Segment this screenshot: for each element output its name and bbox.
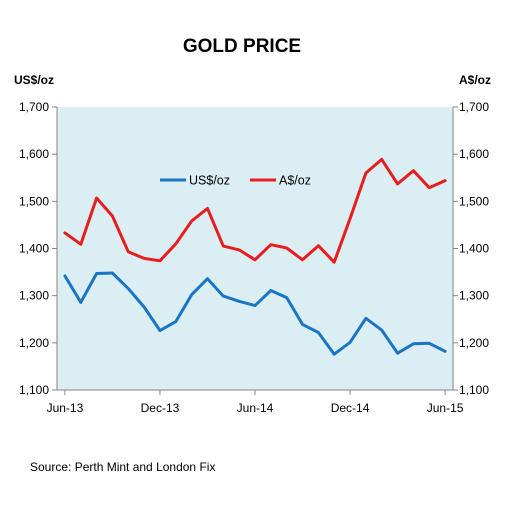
left-y-tick-label: 1,500 [19,194,49,208]
chart-title: GOLD PRICE [183,36,301,57]
x-tick-label: Jun-13 [47,401,84,415]
right-y-tick-label: 1,600 [459,147,489,161]
right-y-tick-label: 1,400 [459,242,489,256]
legend: US$/oz A$/oz [160,174,311,188]
right-axis-unit: A$/oz [459,73,491,87]
x-tick-label: Jun-15 [427,401,464,415]
left-y-tick-label: 1,200 [19,336,49,350]
right-y-tick-label: 1,700 [459,100,489,114]
right-y-tick-label: 1,100 [459,383,489,397]
right-y-tick-label: 1,300 [459,289,489,303]
left-y-tick-label: 1,400 [19,242,49,256]
series-line-aud [63,157,447,264]
left-axis-unit: US$/oz [14,73,54,87]
left-y-tick-label: 1,600 [19,147,49,161]
legend-label-usd: US$/oz [189,174,230,188]
series-line-usd [63,271,447,356]
left-y-tick-label: 1,700 [19,100,49,114]
source-note: Source: Perth Mint and London Fix [30,460,215,474]
left-y-tick-label: 1,300 [19,289,49,303]
plot-area [57,107,453,390]
x-tick-label: Dec-14 [331,401,370,415]
x-tick-label: Dec-13 [141,401,180,415]
x-tick-label: Jun-14 [237,401,274,415]
right-y-tick-label: 1,500 [459,194,489,208]
x-ticks: Jun-13 Dec-13 Jun-14 Dec-14 Jun-15 [47,390,464,415]
left-y-ticks: 1,100 1,200 1,300 1,400 1,500 1,600 1,700 [19,100,57,397]
legend-label-aud: A$/oz [279,174,311,188]
right-y-tick-label: 1,200 [459,336,489,350]
series-lines [63,157,447,356]
right-y-ticks: 1,100 1,200 1,300 1,400 1,500 1,600 1,700 [453,100,489,397]
left-y-tick-label: 1,100 [19,383,49,397]
